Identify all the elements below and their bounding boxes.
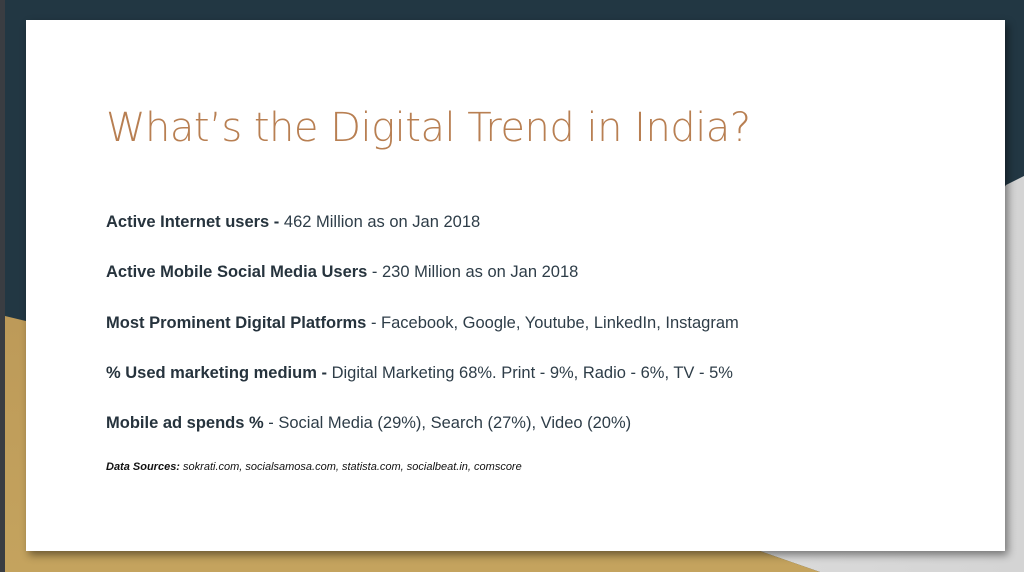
stat-value: - Facebook, Google, Youtube, LinkedIn, I… (366, 314, 739, 332)
stat-prominent-platforms: Most Prominent Digital Platforms - Faceb… (106, 314, 739, 333)
stat-value: 462 Million as on Jan 2018 (279, 213, 481, 231)
sources-label: Data Sources: (106, 461, 180, 473)
stat-value: - Social Media (29%), Search (27%), Vide… (263, 414, 632, 432)
stat-label: Active Internet users - (106, 213, 280, 231)
window-edge-strip (0, 0, 5, 572)
stat-active-internet-users: Active Internet users - 462 Million as o… (106, 213, 480, 232)
stat-value: - 230 Million as on Jan 2018 (367, 263, 579, 281)
stat-label: Active Mobile Social Media Users (106, 263, 368, 281)
stat-value: Digital Marketing 68%. Print - 9%, Radio… (326, 364, 733, 382)
stat-label: Most Prominent Digital Platforms (106, 314, 367, 332)
stat-mobile-ad-spends: Mobile ad spends % - Social Media (29%),… (106, 414, 631, 433)
slide-card: What’s the Digital Trend in India? Activ… (26, 20, 1005, 551)
stat-marketing-medium: % Used marketing medium - Digital Market… (106, 364, 733, 383)
sources-list: sokrati.com, socialsamosa.com, statista.… (179, 461, 522, 473)
stat-label: Mobile ad spends % (106, 414, 264, 432)
stat-label: % Used marketing medium - (106, 364, 327, 382)
slide-title: What’s the Digital Trend in India? (106, 105, 751, 151)
data-sources: Data Sources: sokrati.com, socialsamosa.… (106, 461, 522, 473)
stat-active-mobile-social-users: Active Mobile Social Media Users - 230 M… (106, 263, 578, 282)
